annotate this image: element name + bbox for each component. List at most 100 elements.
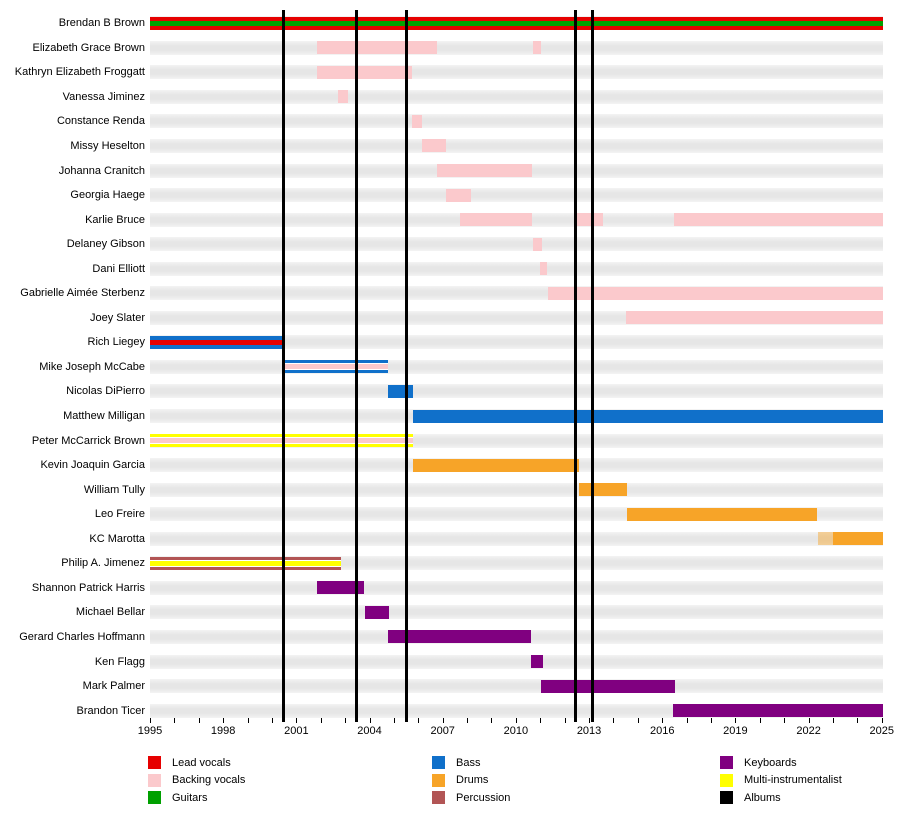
- timeline-bar: [540, 262, 548, 276]
- member-label: Constance Renda: [56, 115, 145, 128]
- x-axis-year-label: 2007: [430, 725, 455, 737]
- x-axis-tick: [296, 718, 298, 723]
- x-axis-year-label: 1995: [137, 725, 163, 737]
- legend-swatch: [432, 791, 445, 804]
- member-label: Philip A. Jimenez: [61, 557, 145, 570]
- timeline-bar: [412, 458, 580, 472]
- x-axis-tick: [150, 718, 151, 723]
- timeline-bar: [531, 655, 543, 668]
- x-axis-tick: [759, 718, 761, 723]
- timeline-bar: [411, 114, 422, 128]
- row-band: [150, 359, 883, 374]
- x-axis-year-label: 2019: [723, 725, 748, 737]
- x-axis-year-label: 1998: [210, 725, 236, 737]
- row-band: [150, 654, 883, 669]
- timeline-bar: [576, 213, 603, 227]
- legend-swatch: [432, 773, 445, 787]
- album-marker-line: [281, 10, 285, 722]
- row-band: [150, 89, 883, 104]
- row-band: [150, 605, 883, 620]
- member-label: Joey Slater: [89, 311, 145, 324]
- legend-label: Percussion: [456, 791, 511, 804]
- legend-label: Multi-instrumentalist: [744, 774, 842, 786]
- x-axis-tick: [418, 718, 420, 723]
- timeline-bar: [150, 335, 285, 349]
- row-band: [150, 679, 883, 694]
- x-axis-tick: [857, 718, 859, 723]
- timeline-bar: [437, 164, 532, 177]
- timeline-bar: [284, 360, 389, 374]
- row-band: [150, 335, 883, 350]
- album-marker-line: [355, 10, 359, 722]
- x-axis-year-label: 2022: [796, 725, 821, 737]
- legend-swatch: [720, 756, 733, 769]
- x-axis-tick: [467, 718, 469, 723]
- member-label: Leo Freire: [94, 508, 145, 521]
- timeline-bar: [445, 188, 471, 202]
- x-axis-year-label: 2004: [357, 725, 382, 737]
- x-axis-tick: [711, 718, 713, 723]
- legend-column: Bass Drums Percussion: [432, 756, 510, 809]
- member-label: Vanessa Jiminez: [62, 90, 145, 103]
- legend-label: Backing vocals: [172, 774, 246, 786]
- timeline-bar-inner-stripe: [150, 559, 341, 567]
- row-band: [150, 261, 883, 276]
- legend-column: Lead vocals Backing vocals Guitars: [148, 756, 245, 809]
- legend-item: Percussion: [432, 791, 510, 804]
- x-axis-tick: [613, 718, 615, 723]
- member-label: Brendan B Brown: [58, 17, 145, 30]
- timeline-bar-inner-stripe: [284, 363, 389, 371]
- timeline-bar: [421, 139, 446, 153]
- member-label: William Tully: [83, 483, 145, 496]
- x-axis-tick: [271, 718, 273, 723]
- x-axis-tick: [808, 718, 810, 723]
- x-axis-tick: [320, 718, 322, 723]
- member-label: KC Marotta: [89, 532, 145, 545]
- x-axis-year-label: 2016: [649, 725, 675, 737]
- timeline-bar: [832, 532, 883, 546]
- row-band: [150, 138, 883, 153]
- legend-swatch: [148, 773, 161, 787]
- x-axis-tick: [442, 718, 444, 723]
- legend-swatch: [720, 773, 733, 787]
- member-label: Rich Liegey: [87, 336, 145, 349]
- x-axis-year-label: 2001: [284, 725, 309, 737]
- legend-item: Bass: [432, 756, 510, 769]
- timeline-bar: [150, 434, 413, 448]
- member-label: Matthew Milligan: [63, 410, 145, 422]
- x-axis-tick: [345, 718, 347, 723]
- legend-item: Backing vocals: [148, 773, 246, 787]
- x-axis-tick: [393, 718, 395, 723]
- x-axis-tick: [784, 718, 786, 723]
- row-band: [150, 482, 883, 497]
- member-label: Brandon Ticer: [76, 704, 145, 717]
- timeline-bar-inner-stripe: [150, 437, 413, 445]
- x-axis-tick: [686, 718, 688, 723]
- member-label: Nicolas DiPierro: [66, 385, 145, 398]
- member-label: Gabrielle Aimée Sterbenz: [20, 287, 145, 300]
- row-band: [150, 65, 883, 80]
- legend-item: Multi-instrumentalist: [720, 773, 842, 787]
- x-axis-tick: [637, 718, 639, 723]
- member-label: Elizabeth Grace Brown: [32, 41, 146, 54]
- legend-item: Albums: [720, 791, 842, 804]
- timeline-bar: [150, 556, 341, 570]
- timeline-bar: [627, 507, 818, 521]
- legend-label: Albums: [744, 791, 781, 804]
- timeline-bar: [532, 237, 542, 251]
- timeline-bar: [673, 704, 883, 718]
- timeline-bar: [818, 532, 833, 546]
- legend-item: Lead vocals: [148, 756, 245, 769]
- x-axis-tick: [564, 718, 566, 723]
- album-marker-line: [573, 10, 577, 722]
- member-label: Mark Palmer: [82, 680, 145, 693]
- timeline-bar: [541, 679, 676, 693]
- timeline-bar: [388, 630, 531, 644]
- row-band: [150, 40, 883, 55]
- x-axis-tick: [832, 718, 834, 723]
- timeline-bar: [412, 409, 883, 423]
- member-label: Johanna Cranitch: [58, 164, 145, 177]
- legend-label: Bass: [456, 756, 481, 769]
- row-band: [150, 531, 883, 546]
